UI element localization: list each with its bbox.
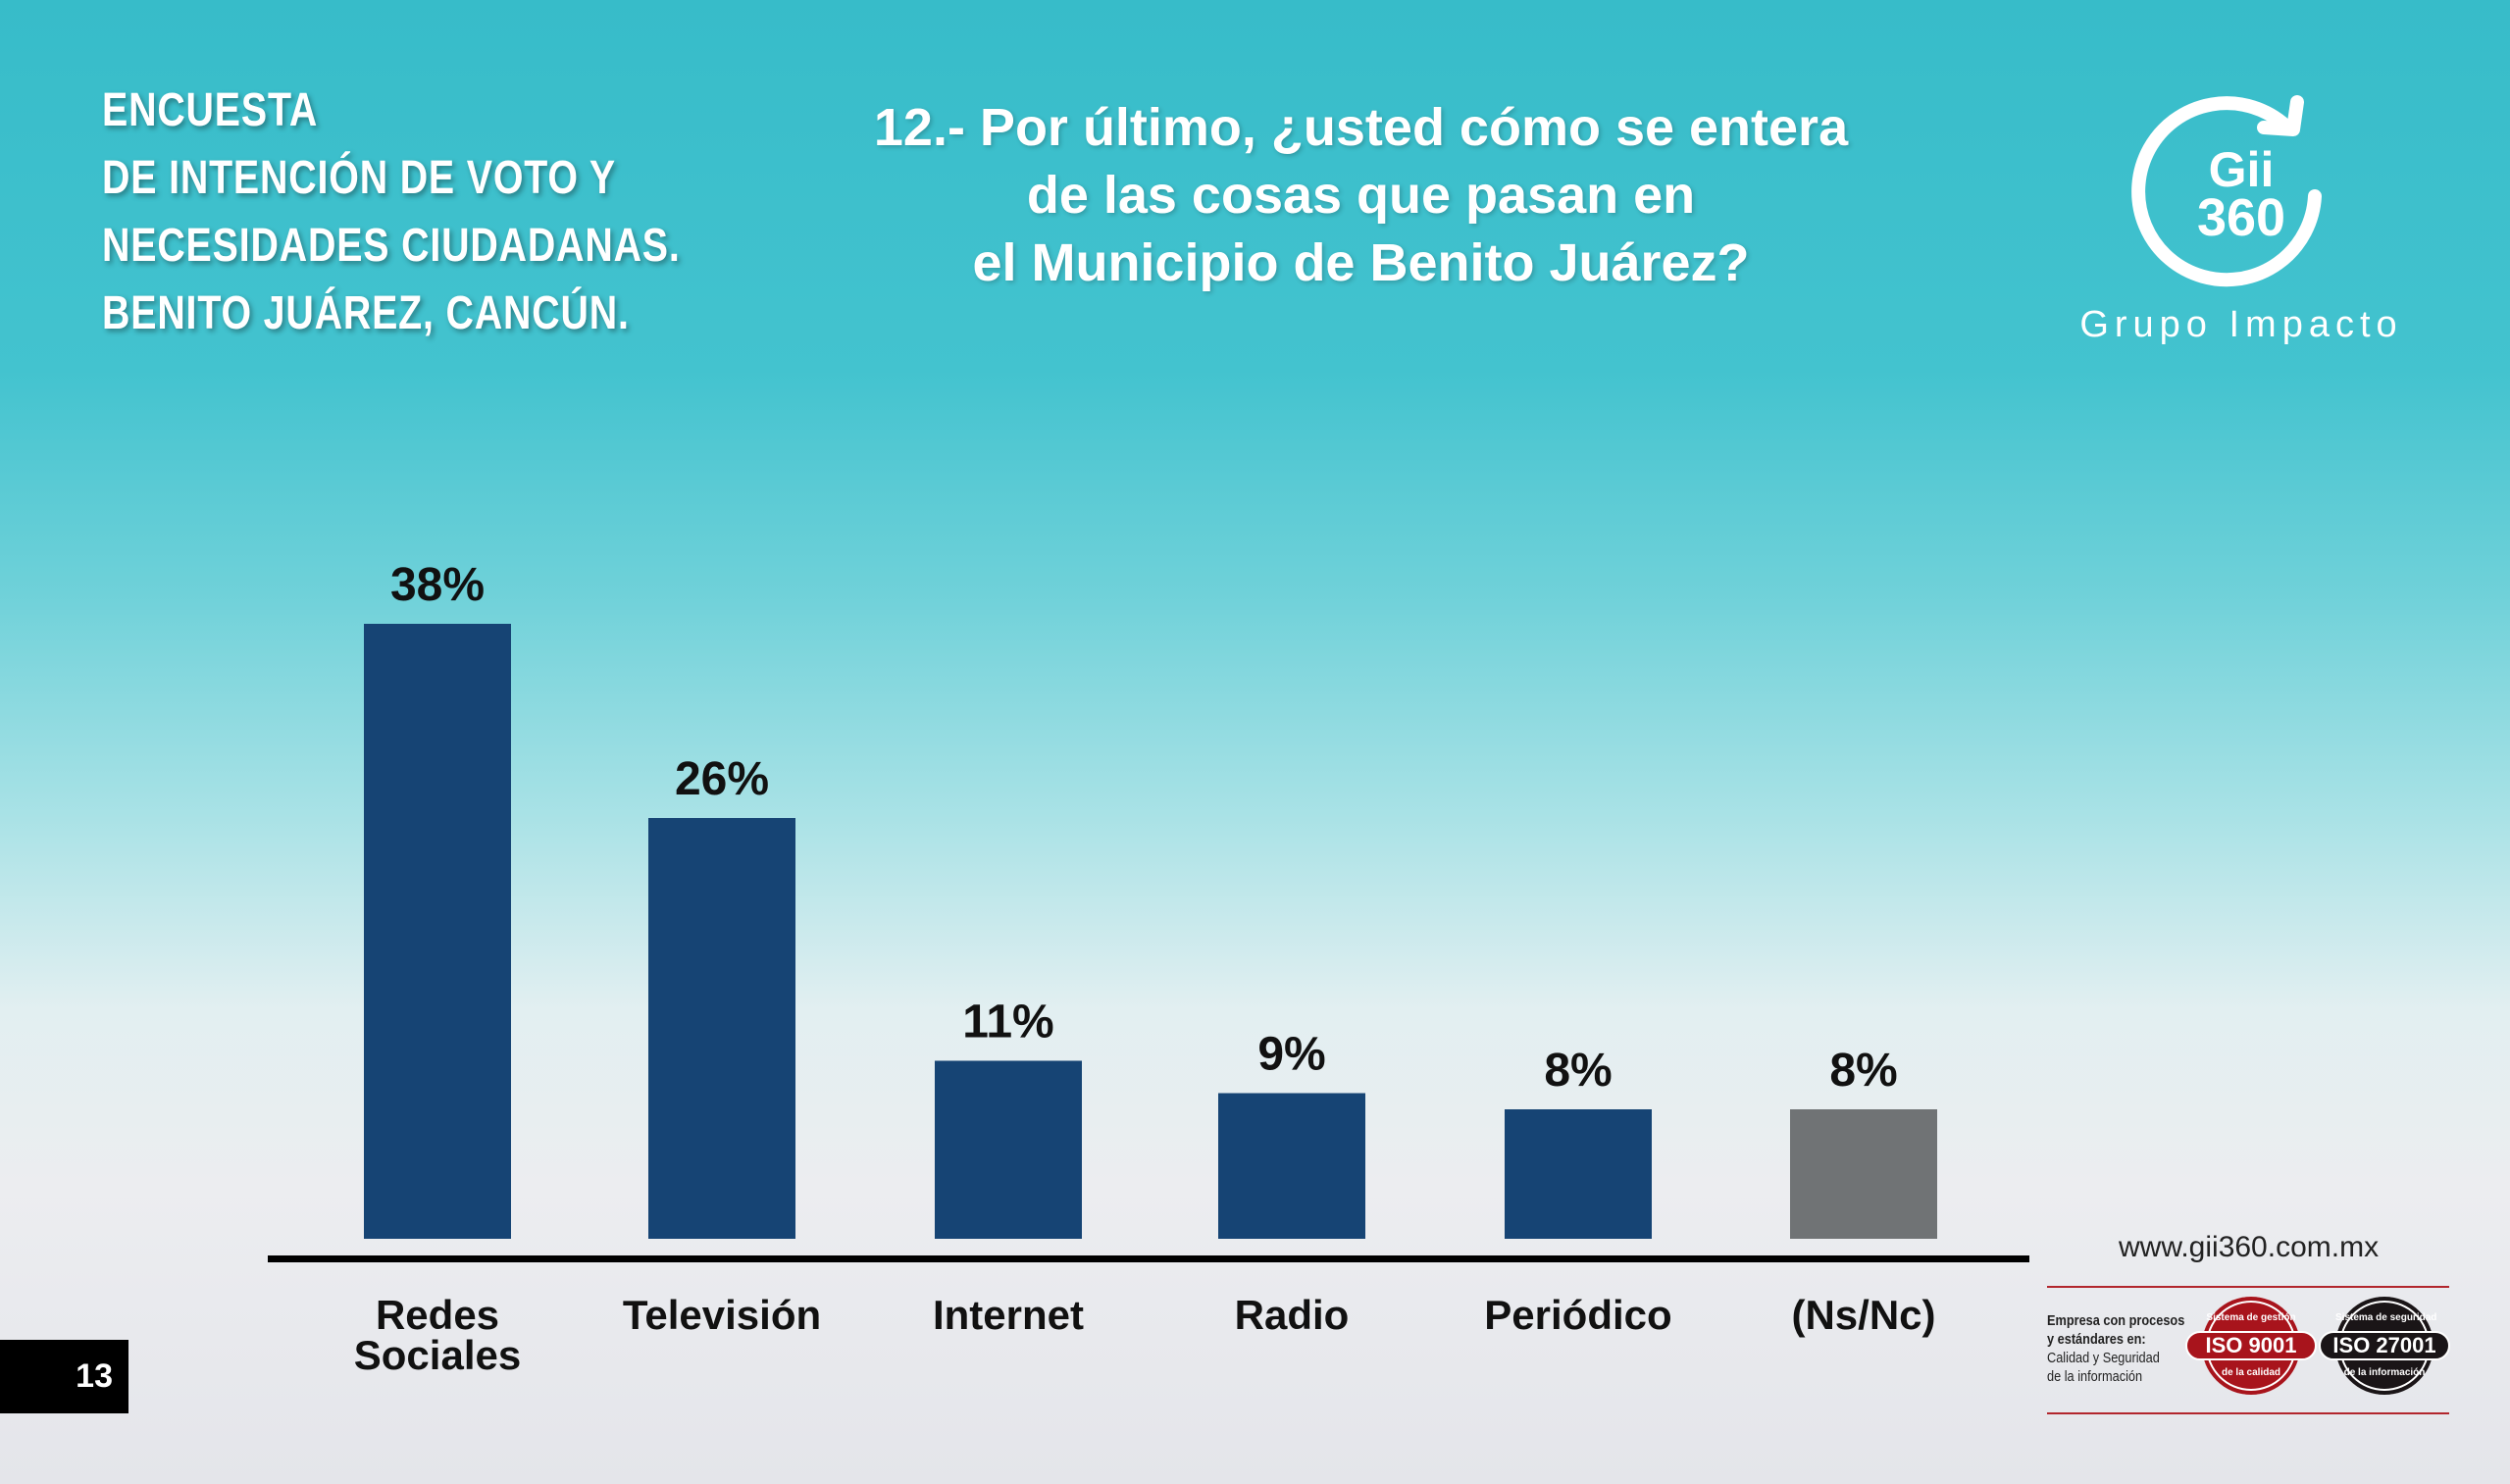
iso-description: Empresa con procesos y estándares en: Ca…	[2047, 1311, 2184, 1386]
divider	[2047, 1286, 2449, 1288]
question-title: 12.- Por último, ¿usted cómo se entera d…	[785, 94, 1937, 297]
iso-9001-label: ISO 9001	[2185, 1331, 2317, 1360]
category-label: Sociales	[354, 1332, 521, 1378]
brand-name: Grupo Impacto	[2079, 304, 2403, 345]
data-label: 11%	[962, 997, 1053, 1049]
bar	[1505, 1109, 1652, 1239]
survey-title-line: NECESIDADES CIUDADANAS.	[102, 220, 681, 272]
category-label: Televisión	[623, 1292, 821, 1338]
category-label: Redes	[376, 1292, 499, 1338]
category-label: (Ns/Nc)	[1791, 1292, 1935, 1338]
iso-9001-badge: Sistema de gestión ISO 9001 de la calida…	[2185, 1297, 2317, 1395]
iso-27001-top-text: Sistema de seguridad	[2335, 1312, 2437, 1323]
data-label: 8%	[1829, 1045, 1897, 1097]
bar	[1218, 1093, 1365, 1239]
website-url[interactable]: www.gii360.com.mx	[2119, 1231, 2380, 1263]
bar	[1790, 1109, 1937, 1239]
category-label: Internet	[933, 1292, 1084, 1338]
page-number: 13	[0, 1340, 128, 1413]
data-label: 26%	[675, 753, 769, 805]
bar	[935, 1060, 1082, 1239]
category-label: Radio	[1235, 1292, 1350, 1338]
logo-text-gii: Gii	[2209, 142, 2275, 197]
survey-title: ENCUESTA DE INTENCIÓN DE VOTO Y NECESIDA…	[102, 77, 681, 347]
gii360-logo: Gii 360	[2131, 95, 2322, 287]
data-label: 9%	[1257, 1029, 1325, 1081]
survey-title-line: BENITO JUÁREZ, CANCÚN.	[102, 287, 630, 339]
survey-title-line: DE INTENCIÓN DE VOTO Y	[102, 152, 616, 204]
iso-9001-top-text: Sistema de gestión	[2206, 1312, 2296, 1323]
question-line: de las cosas que pasan en	[1026, 166, 1696, 225]
data-label: 38%	[390, 559, 485, 611]
category-label: Periódico	[1484, 1292, 1671, 1338]
question-line: el Municipio de Benito Juárez?	[972, 233, 1750, 292]
logo-text-360: 360	[2197, 188, 2285, 247]
iso-line: Empresa con procesos	[2047, 1312, 2185, 1329]
survey-title-line: ENCUESTA	[102, 84, 319, 136]
iso-line: de la información	[2047, 1368, 2143, 1385]
iso-27001-bottom-text: de la información	[2343, 1367, 2426, 1378]
question-line: 12.- Por último, ¿usted cómo se entera	[873, 98, 1849, 157]
iso-line: y estándares en:	[2047, 1331, 2146, 1348]
iso-27001-badge: Sistema de seguridad ISO 27001 de la inf…	[2319, 1297, 2450, 1395]
data-label: 8%	[1544, 1045, 1612, 1097]
iso-9001-bottom-text: de la calidad	[2221, 1367, 2281, 1378]
iso-line: Calidad y Seguridad	[2047, 1350, 2160, 1366]
divider	[2047, 1412, 2449, 1414]
bar	[648, 818, 795, 1239]
bar	[364, 624, 511, 1239]
x-axis-line	[268, 1255, 2029, 1262]
iso-27001-label: ISO 27001	[2319, 1331, 2450, 1360]
